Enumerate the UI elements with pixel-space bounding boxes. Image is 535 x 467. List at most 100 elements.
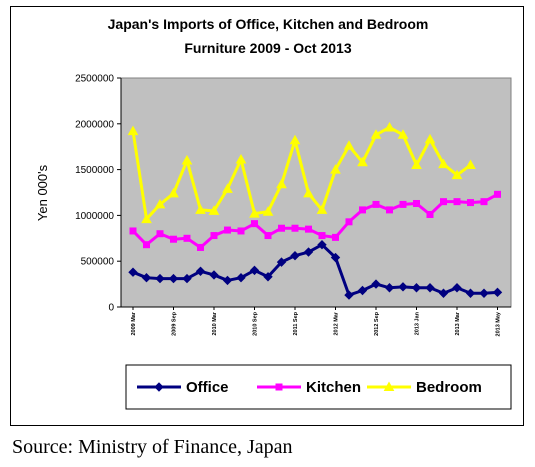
data-point-kitchen [129, 227, 137, 235]
chart-svg: Japan's Imports of Office, Kitchen and B… [35, 16, 512, 410]
data-point-bedroom [249, 208, 260, 218]
y-axis-ticks: 0 500000 1000000 1500000 2000000 2500000 [75, 74, 121, 314]
series-layer [127, 121, 503, 300]
data-point-office [128, 267, 138, 277]
data-point-office [236, 272, 246, 283]
data-point-bedroom [208, 205, 220, 215]
data-point-office [411, 283, 422, 293]
y-tick-label: 1500000 [75, 165, 114, 176]
data-point-kitchen [170, 235, 177, 243]
data-point-bedroom [289, 134, 301, 145]
data-point-bedroom [384, 121, 395, 132]
data-point-bedroom [276, 178, 287, 189]
plot-area [120, 77, 512, 308]
data-point-office [317, 240, 327, 250]
data-point-office [452, 283, 462, 293]
data-point-kitchen [210, 232, 218, 240]
legend-label-office: Office [186, 379, 229, 396]
series-line-kitchen [131, 193, 499, 249]
data-point-bedroom [316, 204, 328, 214]
x-tick-label: 2013 Mar [455, 311, 461, 335]
data-point-kitchen [467, 199, 474, 207]
data-point-kitchen [318, 232, 326, 240]
data-point-office [222, 275, 233, 286]
data-point-kitchen [305, 225, 312, 233]
legend-item-bedroom: Bedroom [367, 379, 482, 396]
legend-box [125, 364, 512, 410]
y-tick-label: 500000 [81, 257, 115, 268]
data-point-kitchen [264, 232, 272, 240]
data-point-office [357, 285, 368, 296]
data-point-bedroom [127, 125, 139, 136]
data-point-bedroom [330, 164, 341, 174]
y-tick-label: 2500000 [75, 74, 114, 85]
data-point-kitchen [291, 224, 299, 232]
chart-title-line1: Japan's Imports of Office, Kitchen and B… [108, 16, 429, 32]
data-point-kitchen [386, 206, 393, 214]
data-point-office [276, 257, 287, 267]
data-point-kitchen [345, 218, 353, 226]
y-tick-label: 0 [108, 303, 114, 314]
data-point-kitchen [359, 206, 366, 214]
legend-marker-bedroom [383, 381, 395, 391]
data-point-bedroom [168, 187, 179, 198]
data-point-office [182, 273, 192, 284]
data-point-office [303, 247, 314, 257]
data-point-office [141, 272, 152, 283]
legend-label-bedroom: Bedroom [416, 379, 482, 396]
data-point-kitchen [413, 199, 420, 207]
data-point-office [263, 272, 273, 282]
x-tick-label: 2013 May [496, 311, 502, 336]
data-point-bedroom [424, 133, 436, 144]
data-point-bedroom [303, 187, 314, 198]
series-bedroom [127, 121, 476, 224]
data-point-bedroom [154, 198, 166, 209]
data-point-kitchen [480, 198, 488, 206]
data-point-office [479, 288, 489, 298]
data-point-office [195, 266, 206, 276]
data-point-office [492, 287, 503, 298]
data-point-kitchen [372, 200, 380, 208]
data-point-bedroom [411, 159, 422, 170]
series-office [128, 240, 503, 300]
data-point-bedroom [195, 204, 206, 214]
data-point-bedroom [438, 158, 449, 169]
data-point-kitchen [251, 220, 258, 228]
data-point-kitchen [399, 200, 407, 208]
x-tick-label: 2012 Sep [374, 311, 380, 335]
data-point-bedroom [141, 213, 152, 224]
data-point-office [155, 273, 165, 284]
chart-frame: Japan's Imports of Office, Kitchen and B… [10, 6, 524, 426]
data-point-bedroom [222, 183, 233, 193]
series-kitchen [129, 190, 501, 251]
data-point-kitchen [332, 233, 339, 241]
data-point-office [290, 250, 300, 261]
data-point-office [209, 270, 219, 280]
x-tick-label: 2013 Jan [415, 311, 421, 335]
x-tick-label: 2010 Sep [253, 311, 259, 335]
legend: Office Kitchen Bedroom [137, 379, 482, 396]
y-tick-label: 1000000 [75, 211, 114, 222]
data-point-office [330, 252, 341, 263]
data-point-bedroom [451, 169, 463, 180]
axes [120, 78, 511, 308]
data-point-kitchen [156, 230, 164, 238]
data-point-office [438, 288, 449, 298]
data-point-office [398, 282, 408, 292]
x-tick-label: 2011 Sep [293, 311, 299, 335]
x-tick-label: 2010 Mar [212, 311, 218, 335]
data-point-bedroom [262, 206, 274, 216]
series-line-bedroom [131, 125, 472, 221]
data-point-kitchen [237, 227, 245, 235]
data-point-kitchen [426, 210, 434, 218]
y-tick-label: 2000000 [75, 119, 114, 130]
data-point-bedroom [397, 129, 409, 139]
data-point-kitchen [494, 190, 501, 198]
data-point-bedroom [343, 140, 355, 150]
data-point-kitchen [197, 243, 204, 251]
x-axis-ticks: 2009 Mar 2009 Sep 2010 Mar 2010 Sep 2011 Sep… [131, 307, 502, 336]
data-point-kitchen [143, 241, 150, 249]
y-axis-label: Yen 000's [35, 164, 50, 221]
data-point-bedroom [235, 154, 247, 164]
data-point-office [344, 290, 354, 300]
